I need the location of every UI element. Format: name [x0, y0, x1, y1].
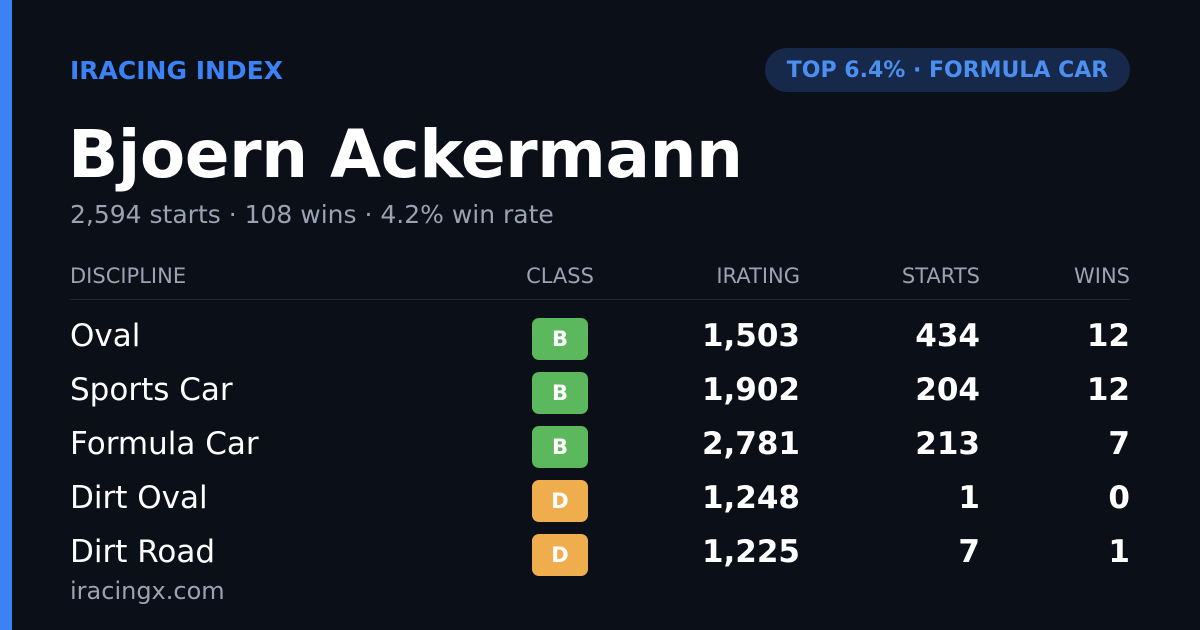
irating: 1,225 [701, 534, 800, 570]
wins: 1 [1108, 534, 1130, 570]
irating: 1,902 [701, 372, 800, 408]
header-rule [70, 299, 1130, 300]
starts: 434 [915, 318, 980, 354]
wins: 7 [1108, 426, 1130, 462]
discipline: Formula Car [70, 426, 259, 462]
summary: 2,594 starts · 108 wins · 4.2% win rate [70, 200, 554, 229]
column-header: STARTS [901, 264, 980, 288]
starts: 7 [958, 534, 980, 570]
class-badge: B [532, 426, 588, 468]
class-badge: B [532, 318, 588, 360]
brand: IRACING INDEX [70, 56, 284, 85]
discipline: Oval [70, 318, 141, 354]
class-badge: D [532, 534, 588, 576]
wins: 12 [1086, 318, 1130, 354]
starts: 1 [958, 480, 980, 516]
discipline: Dirt Oval [70, 480, 208, 516]
wins: 0 [1108, 480, 1130, 516]
starts: 213 [915, 426, 980, 462]
starts: 204 [915, 372, 980, 408]
accent-stripe [0, 0, 12, 630]
irating: 1,503 [701, 318, 800, 354]
irating: 2,781 [701, 426, 800, 462]
discipline: Sports Car [70, 372, 233, 408]
column-header: IRATING [716, 264, 800, 288]
driver-name: Bjoern Ackermann [68, 116, 743, 193]
irating: 1,248 [701, 480, 800, 516]
column-header: CLASS [526, 264, 594, 288]
discipline: Dirt Road [70, 534, 216, 570]
rank-badge: TOP 6.4% · FORMULA CAR [765, 48, 1130, 92]
column-header: WINS [1074, 264, 1130, 288]
site: iracingx.com [70, 577, 225, 605]
column-header: DISCIPLINE [70, 264, 187, 288]
class-badge: D [532, 480, 588, 522]
wins: 12 [1086, 372, 1130, 408]
class-badge: B [532, 372, 588, 414]
